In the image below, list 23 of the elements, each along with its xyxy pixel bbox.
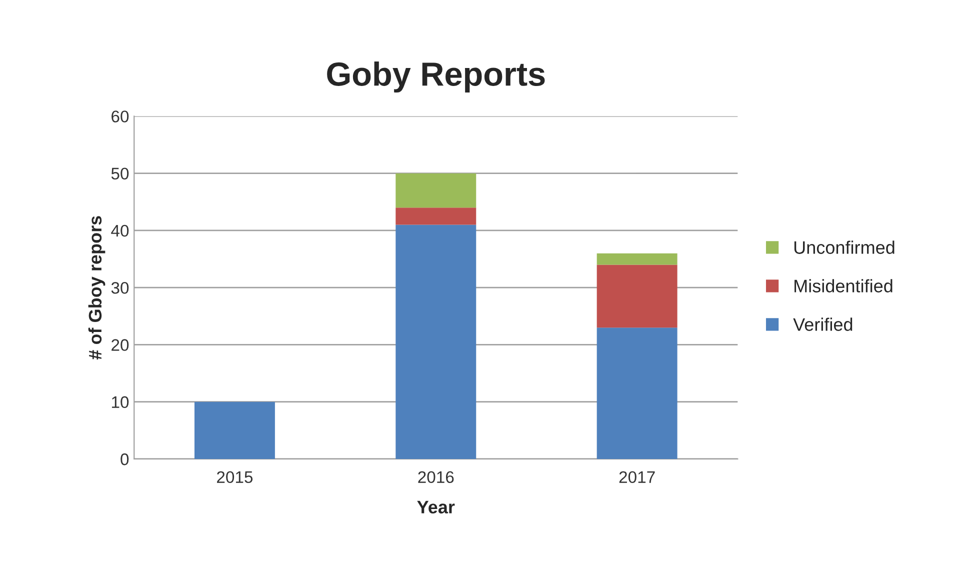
y-tick-label: 0 <box>120 453 129 466</box>
bar <box>596 328 678 459</box>
bar <box>596 264 678 328</box>
y-tick-label: 30 <box>111 282 129 294</box>
x-tick-label: 2016 <box>418 471 454 484</box>
y-tick-label: 60 <box>112 110 129 122</box>
y-tick-label: 40 <box>111 224 129 237</box>
bar <box>396 224 476 459</box>
y-tick-label: 50 <box>111 168 129 180</box>
bar <box>396 173 476 208</box>
bar <box>396 208 476 225</box>
legend-label: Unconfirmed <box>794 240 894 254</box>
legend-label: Verified <box>793 318 852 331</box>
bar <box>596 253 678 265</box>
legend-label: Misidentified <box>794 279 892 292</box>
y-tick-label: 10 <box>112 396 129 408</box>
x-tick-label: 2017 <box>619 471 655 484</box>
x-axis-title: Year <box>417 500 455 514</box>
y-axis-title: # of Gboy repors <box>88 216 106 360</box>
bar <box>194 402 275 459</box>
chart-title: Goby Reports <box>327 61 545 93</box>
y-tick-label: 20 <box>112 339 129 351</box>
x-tick-label: 2015 <box>217 471 253 484</box>
